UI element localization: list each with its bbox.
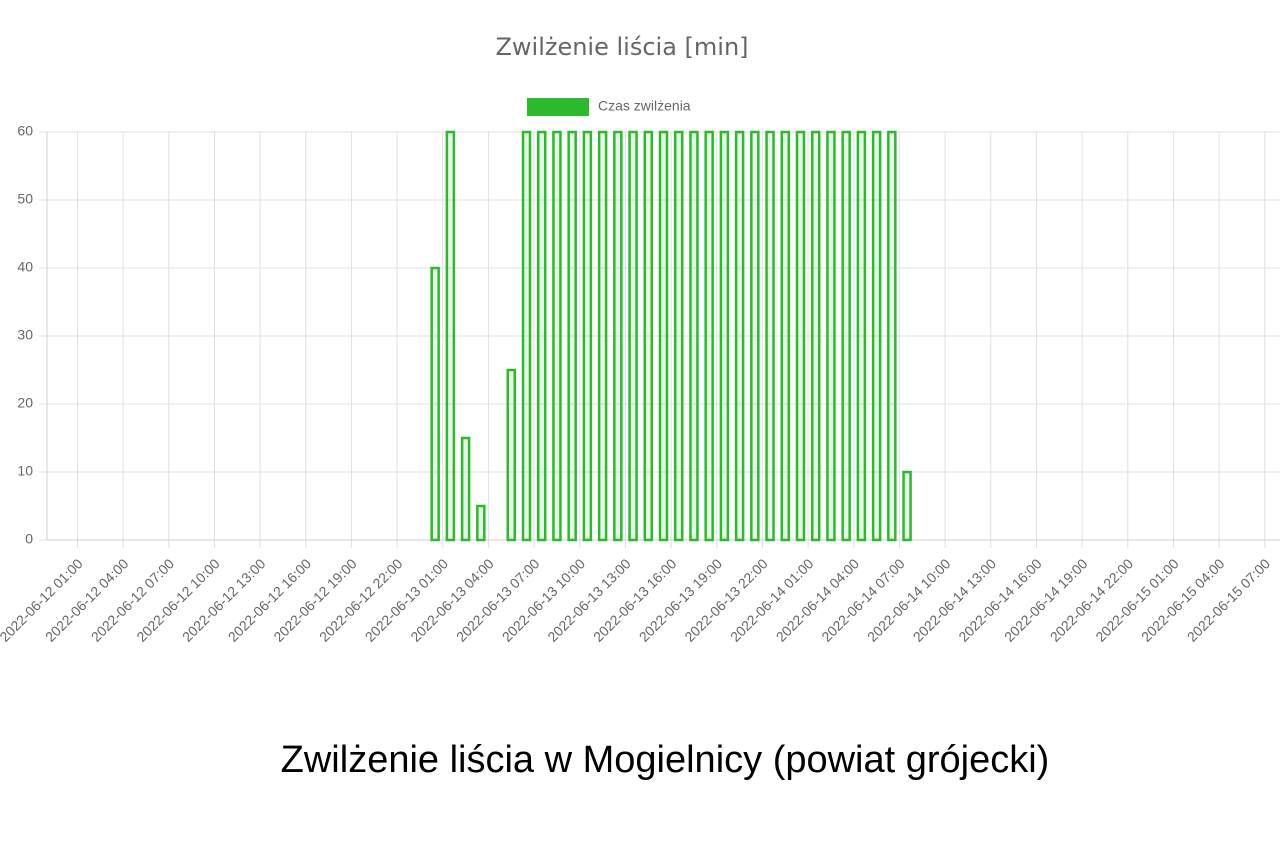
x-tick-label: 2022-06-12 16:00 [225, 555, 315, 645]
bar [567, 130, 577, 542]
x-tick-label: 2022-06-14 04:00 [773, 555, 863, 645]
x-tick-label: 2022-06-14 19:00 [1001, 555, 1091, 645]
chart-title: Zwilżenie liścia [min] [495, 33, 748, 61]
bar [902, 470, 912, 542]
bar [506, 368, 517, 542]
bar [750, 130, 760, 542]
x-tick-label: 2022-06-14 13:00 [910, 555, 1000, 645]
x-tick-label: 2022-06-13 16:00 [590, 555, 680, 645]
y-tick-label: 60 [17, 123, 33, 139]
x-tick-label: 2022-06-13 07:00 [453, 555, 543, 645]
x-tick-label: 2022-06-12 19:00 [270, 555, 360, 645]
x-tick-label: 2022-06-15 01:00 [1092, 555, 1182, 645]
x-tick-label: 2022-06-13 22:00 [681, 555, 771, 645]
bar [460, 436, 471, 542]
bar [613, 130, 623, 542]
legend-swatch [527, 98, 589, 116]
y-tick-label: 0 [25, 531, 33, 547]
x-tick-label: 2022-06-13 19:00 [636, 555, 726, 645]
bar [658, 130, 669, 542]
bar [856, 130, 867, 542]
x-tick-label: 2022-06-12 07:00 [88, 555, 178, 645]
x-tick-label: 2022-06-12 13:00 [179, 555, 269, 645]
y-tick-label: 30 [17, 327, 33, 343]
bar [521, 130, 532, 542]
x-tick-label: 2022-06-12 10:00 [133, 555, 223, 645]
bar [536, 130, 547, 542]
bar [704, 130, 714, 542]
legend-label: Czas zwilżenia [598, 98, 691, 114]
bar [552, 130, 562, 542]
bar [765, 130, 775, 542]
x-tick-label: 2022-06-15 04:00 [1138, 555, 1228, 645]
bar [643, 130, 654, 542]
y-tick-label: 50 [17, 191, 33, 207]
bar [430, 266, 440, 542]
x-tick-label: 2022-06-12 22:00 [316, 555, 406, 645]
caption: Zwilżenie liścia w Mogielnicy (powiat gr… [281, 739, 1050, 781]
x-tick-label: 2022-06-14 16:00 [955, 555, 1045, 645]
bar [582, 130, 593, 542]
bar [476, 504, 486, 542]
bar [871, 130, 882, 542]
x-tick-label: 2022-06-14 07:00 [818, 555, 908, 645]
y-tick-label: 40 [17, 259, 33, 275]
bar [597, 130, 608, 542]
x-tick-label: 2022-06-13 01:00 [362, 555, 452, 645]
bar [826, 130, 836, 542]
bar [841, 130, 851, 542]
bar [689, 130, 699, 542]
x-tick-label: 2022-06-13 10:00 [499, 555, 589, 645]
x-tick-label: 2022-06-14 01:00 [727, 555, 817, 645]
bar [734, 130, 745, 542]
x-tick-label: 2022-06-15 07:00 [1184, 555, 1274, 645]
y-tick-label: 20 [17, 395, 33, 411]
x-tick-label: 2022-06-14 22:00 [1047, 555, 1137, 645]
bar [719, 130, 730, 542]
x-tick-label: 2022-06-13 04:00 [407, 555, 497, 645]
bar [673, 130, 684, 542]
bar [887, 130, 897, 542]
x-tick-label: 2022-06-14 10:00 [864, 555, 954, 645]
y-tick-label: 10 [17, 463, 33, 479]
x-tick-label: 2022-06-12 04:00 [42, 555, 132, 645]
bar [795, 130, 806, 542]
x-tick-label: 2022-06-13 13:00 [544, 555, 634, 645]
bar [628, 130, 638, 542]
bar [810, 130, 821, 542]
bar [780, 130, 791, 542]
bar [445, 130, 456, 542]
